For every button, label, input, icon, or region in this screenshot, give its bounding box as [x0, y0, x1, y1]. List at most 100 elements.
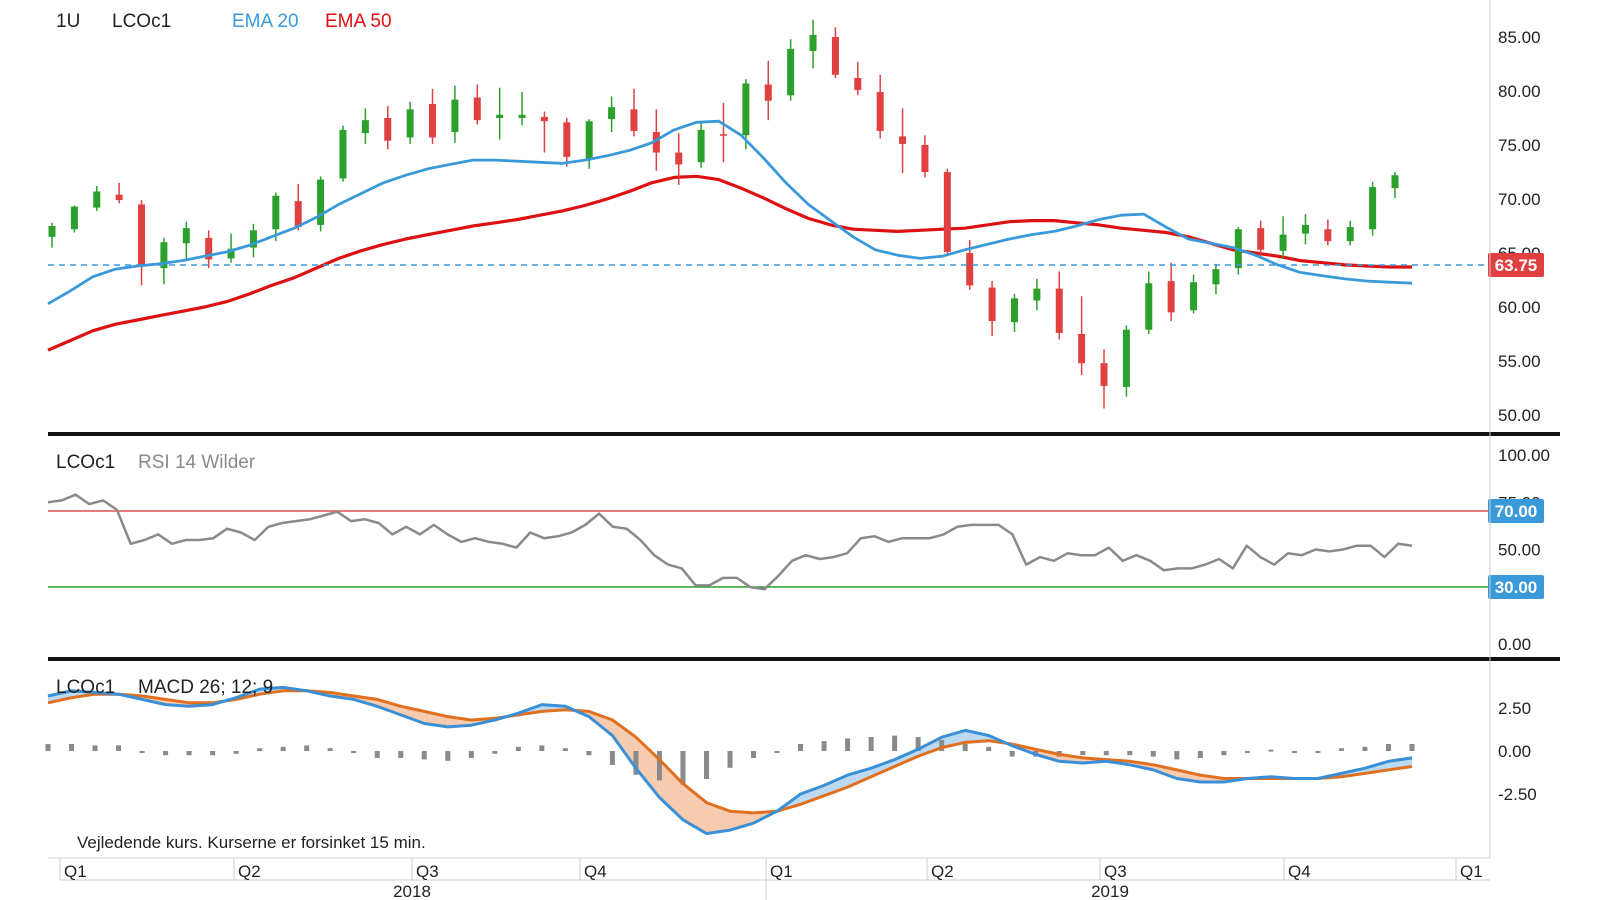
macd-histogram-bar: [562, 748, 568, 751]
macd-histogram-bar: [1362, 746, 1368, 751]
macd-histogram-bar: [468, 751, 474, 758]
time-axis[interactable]: Q1 Q2 Q3 Q4 Q1 Q2 Q3 Q4 Q1 2018 2019: [48, 857, 1490, 900]
macd-histogram-bar: [774, 751, 780, 753]
candle-up: [406, 101, 414, 144]
quarter-label: Q1: [64, 862, 87, 881]
macd-histogram-bar: [892, 735, 898, 751]
price-tick-label: 70.00: [1498, 190, 1541, 209]
macd-histogram-bar: [586, 751, 592, 756]
candle-body: [272, 195, 280, 230]
macd-histogram-bar: [703, 751, 709, 779]
macd-histogram-bar: [1338, 748, 1344, 751]
price-panel[interactable]: 85.0080.0075.0070.0065.0060.0055.0050.00…: [47, 11, 1544, 425]
candle-body: [1324, 229, 1332, 242]
macd-histogram-bar: [445, 751, 451, 761]
year-label: 2018: [393, 882, 431, 900]
candle-body: [249, 230, 257, 248]
rsi-study-label: RSI 14 Wilder: [138, 452, 256, 473]
candle-down: [720, 102, 727, 163]
price-tick-label: 60.00: [1498, 298, 1541, 317]
candle-body: [1167, 281, 1175, 313]
macd-histogram-bar: [257, 748, 263, 751]
quarter-label: Q3: [1104, 862, 1127, 881]
macd-fill-segment: [824, 775, 848, 796]
last-price-tag: 63.75: [1488, 253, 1544, 277]
macd-histogram-bar: [163, 751, 169, 756]
quarter-label: Q4: [584, 862, 607, 881]
candle-body: [720, 134, 727, 136]
macd-histogram-bar: [1315, 751, 1321, 753]
macd-tick-label: 0.00: [1498, 742, 1531, 761]
rsi-tick-label: 100.00: [1498, 446, 1550, 465]
price-tick-label: 50.00: [1498, 406, 1541, 425]
candle-body: [115, 194, 123, 201]
candle-body: [361, 120, 369, 134]
macd-histogram-bar: [609, 751, 615, 765]
panel-divider[interactable]: [48, 432, 1560, 436]
macd-symbol-label: LCOc1: [56, 677, 115, 698]
period-label: 1U: [56, 11, 80, 32]
candle-up: [1279, 216, 1287, 259]
candle-body: [630, 109, 638, 131]
candle-down: [943, 168, 951, 257]
macd-histogram-bar: [680, 751, 686, 785]
macd-histogram-bar: [633, 751, 639, 775]
candle-body: [1100, 363, 1108, 386]
macd-histogram-bar: [1080, 751, 1086, 756]
candle-up: [742, 79, 750, 150]
macd-histogram-bar: [233, 751, 239, 754]
candle-up: [809, 19, 817, 69]
macd-histogram-bar: [374, 751, 380, 758]
macd-fill-segment: [730, 811, 754, 831]
candle-body: [227, 248, 235, 259]
macd-fill-segment: [918, 737, 942, 757]
candle-body: [1279, 234, 1287, 251]
macd-histogram-bar: [492, 751, 498, 754]
macd-fill-segment: [894, 749, 919, 767]
candle-body: [966, 253, 974, 286]
candle-body: [608, 107, 616, 120]
candle-body: [70, 206, 78, 230]
macd-histogram-bar: [186, 751, 192, 756]
panel-divider[interactable]: [48, 657, 1560, 661]
candle-body: [1010, 298, 1018, 323]
candle-body: [451, 99, 459, 133]
macd-histogram-bar: [656, 751, 662, 781]
candle-body: [585, 121, 593, 161]
macd-histogram-bar: [1174, 751, 1180, 760]
macd-study-label: MACD 26; 12; 9: [138, 677, 273, 698]
candle-up: [1122, 325, 1130, 397]
price-tick-label: 55.00: [1498, 352, 1541, 371]
candle-body: [317, 179, 325, 225]
macd-histogram-bar: [69, 744, 75, 751]
candle-down: [294, 183, 302, 231]
macd-panel[interactable]: 2.50 0.00 -2.50 LCOc1 MACD 26; 12; 9 Vejle…: [45, 677, 1537, 852]
macd-fill-segment: [659, 759, 683, 820]
candle-up: [272, 192, 280, 242]
macd-histogram-bar: [1268, 749, 1274, 752]
candle-body: [742, 83, 750, 136]
candle-body: [1212, 269, 1220, 285]
price-tick-label: 75.00: [1498, 136, 1541, 155]
candle-up: [1301, 214, 1309, 245]
candle-body: [943, 172, 951, 252]
candle-down: [988, 281, 996, 337]
rsi-30-tag: 30.00: [1488, 575, 1544, 599]
candle-down: [205, 230, 213, 269]
candle-up: [1346, 220, 1354, 246]
candle-body: [675, 152, 683, 165]
candle-down: [540, 111, 548, 153]
candle-up: [451, 85, 459, 143]
candle-down: [115, 182, 123, 204]
candle-down: [1257, 220, 1265, 259]
candle-down: [1167, 262, 1175, 322]
macd-fill-segment: [800, 785, 825, 805]
candle-up: [93, 186, 101, 211]
candle-down: [384, 106, 392, 150]
candle-body: [339, 129, 347, 179]
candle-up: [585, 119, 593, 169]
macd-histogram-bar: [821, 741, 827, 751]
candle-up: [608, 96, 616, 133]
